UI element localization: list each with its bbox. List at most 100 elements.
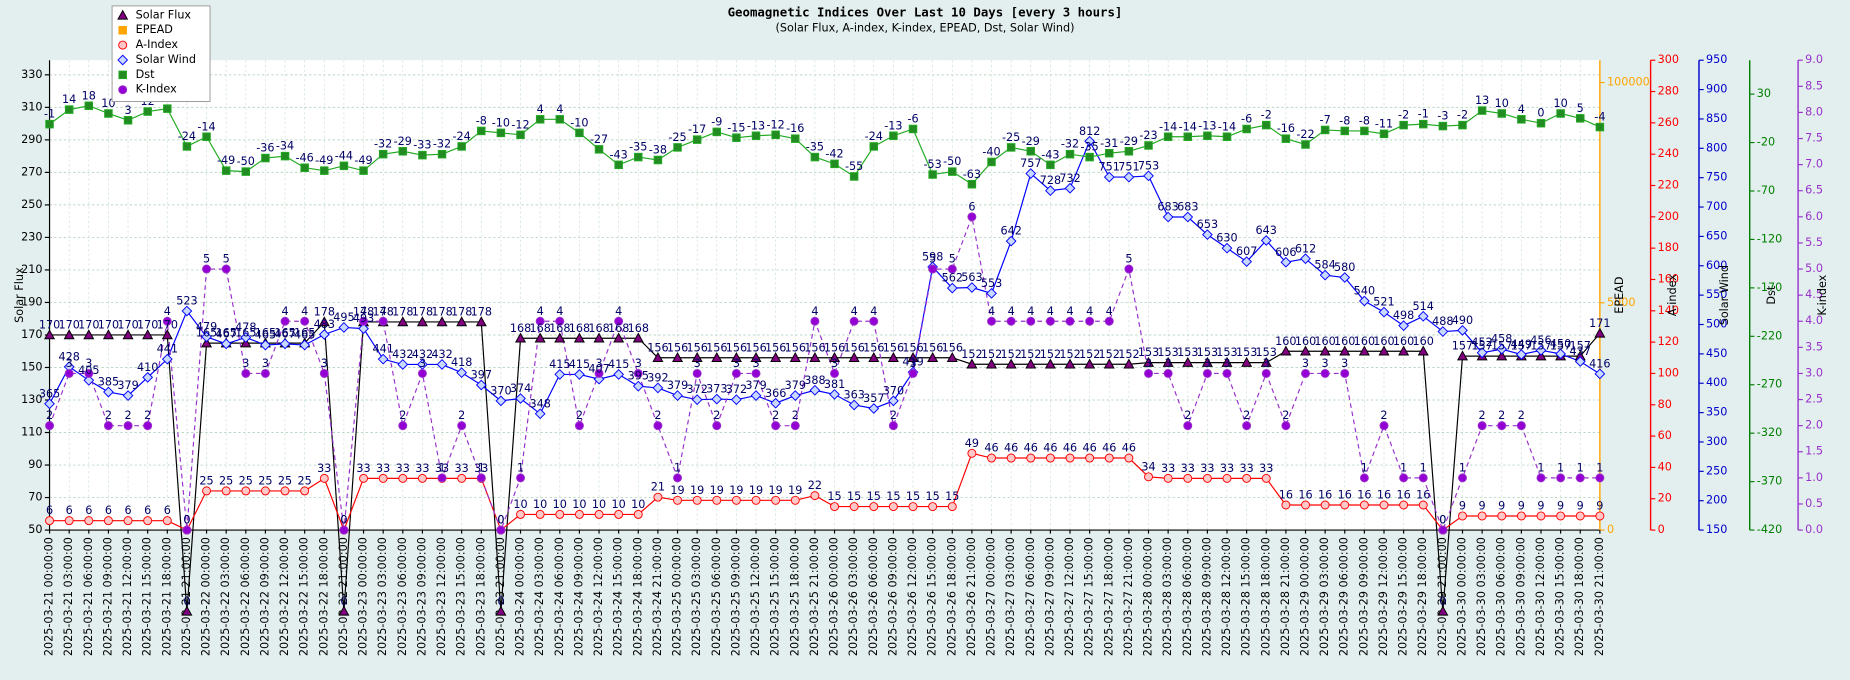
data-label: 33 (376, 462, 390, 475)
data-label: -32 (374, 138, 392, 151)
marker (535, 115, 545, 124)
x-tick-label: 2025-03-28 18:00:00 (1259, 537, 1272, 656)
data-label: -33 (413, 139, 431, 152)
data-label: 606 (1275, 246, 1296, 259)
data-label: 156 (785, 341, 806, 354)
data-label: 153 (1177, 346, 1198, 359)
marker (1418, 473, 1428, 483)
marker (1104, 316, 1114, 326)
data-label: 365 (39, 387, 60, 400)
right-tick-label: 120 (1658, 335, 1679, 348)
data-label: 157 (1491, 340, 1512, 353)
marker (1300, 253, 1311, 265)
marker (751, 495, 761, 505)
data-label: 3 (1223, 357, 1230, 370)
marker (554, 332, 566, 343)
marker (436, 316, 448, 327)
data-label: 479 (196, 320, 217, 333)
data-label: 153 (1236, 346, 1257, 359)
data-label: 6 (66, 504, 73, 517)
data-label: 33 (435, 462, 449, 475)
right-tick-label: -220 (1757, 329, 1782, 342)
data-label: 2 (1518, 409, 1525, 422)
x-tick-label: 2025-03-25 09:00:00 (729, 537, 742, 656)
marker (712, 421, 722, 431)
legend-label: K-Index (136, 83, 177, 96)
data-label: 4 (1027, 305, 1034, 318)
x-tick-label: 2025-03-23 03:00:00 (376, 537, 389, 656)
marker (64, 516, 74, 526)
data-label: 16 (1377, 489, 1391, 502)
data-label: 490 (1452, 314, 1473, 327)
data-label: 395 (628, 370, 649, 383)
marker (118, 25, 127, 35)
data-label: 15 (847, 490, 861, 503)
marker (397, 359, 409, 370)
marker (731, 394, 742, 406)
right-tick-label: 700 (1706, 200, 1727, 213)
marker (1576, 114, 1585, 123)
data-label: 170 (39, 319, 60, 332)
right-tick-label: 300 (1658, 53, 1679, 66)
y-tick-label: 70 (28, 491, 42, 504)
marker (260, 486, 270, 496)
marker (1379, 421, 1389, 431)
marker (241, 167, 251, 176)
marker (142, 371, 154, 383)
data-label: 2 (890, 409, 897, 422)
data-label: -2 (1457, 109, 1468, 122)
right-tick-label: 400 (1706, 376, 1727, 389)
data-label: 19 (690, 484, 704, 497)
data-label: 34 (1141, 460, 1155, 473)
marker (1378, 345, 1390, 356)
marker (613, 369, 625, 380)
marker (1477, 511, 1487, 521)
data-label: -42 (825, 147, 843, 160)
y-axis-title: Solar Flux (13, 267, 26, 323)
data-label: 25 (239, 474, 253, 487)
data-label: -32 (433, 138, 451, 151)
marker (1359, 500, 1369, 510)
data-label: 2 (772, 409, 779, 422)
data-label: 366 (765, 387, 786, 400)
data-label: 348 (529, 397, 550, 410)
marker (809, 384, 821, 396)
data-label: 379 (745, 379, 766, 392)
marker (869, 316, 879, 326)
marker (1299, 345, 1312, 356)
data-label: 16 (1357, 489, 1371, 502)
x-tick-label: 2025-03-28 03:00:00 (1161, 537, 1174, 656)
marker (1123, 171, 1135, 183)
data-label: 10 (533, 498, 547, 511)
marker (1497, 511, 1507, 521)
marker (1595, 511, 1605, 521)
marker (535, 509, 545, 519)
marker (653, 421, 663, 431)
marker (673, 473, 683, 483)
data-label: 0 (497, 595, 504, 608)
data-label: 441 (372, 343, 393, 356)
marker (1281, 500, 1291, 510)
legend-label: Dst (136, 68, 155, 81)
right-tick-label: 80 (1658, 398, 1672, 411)
data-label: 612 (1295, 242, 1316, 255)
data-label: -2 (1261, 109, 1272, 122)
marker (64, 368, 74, 378)
marker (1123, 358, 1135, 369)
data-label: 15 (827, 490, 841, 503)
marker (987, 453, 997, 463)
marker (1261, 368, 1271, 378)
marker (260, 368, 270, 378)
legend-label: A-Index (136, 38, 179, 51)
marker (1575, 473, 1585, 483)
legend-label: EPEAD (136, 23, 173, 36)
data-label: 683 (1177, 201, 1198, 214)
marker (475, 316, 487, 327)
marker (398, 473, 408, 483)
data-label: 152 (961, 348, 982, 361)
marker (1084, 135, 1096, 147)
data-label: 156 (706, 341, 727, 354)
data-label: -4 (1594, 111, 1605, 124)
data-label: -6 (907, 113, 918, 126)
x-tick-label: 2025-03-27 12:00:00 (1063, 537, 1076, 656)
